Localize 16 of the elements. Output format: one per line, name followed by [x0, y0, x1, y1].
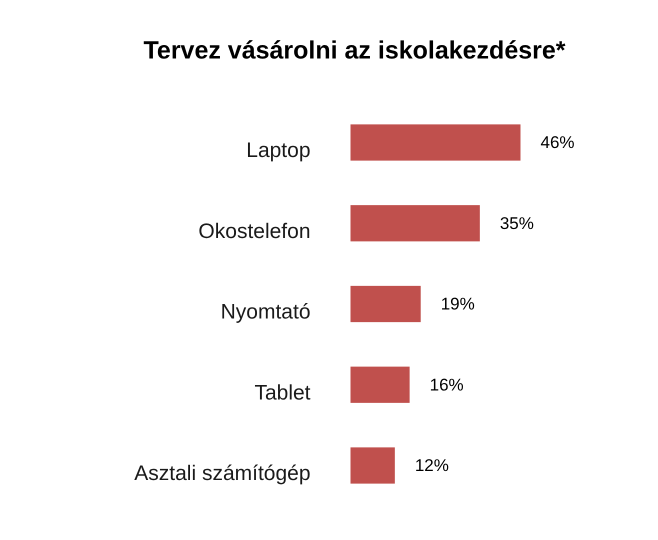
bar: [350, 205, 480, 242]
y-tick-label: Asztali számítógép: [134, 462, 311, 486]
bar: [350, 366, 410, 403]
data-label: 46%: [540, 133, 575, 152]
y-tick-label: Tablet: [254, 381, 311, 404]
y-tick-label: Okostelefon: [198, 220, 311, 243]
data-label: 35%: [500, 214, 534, 233]
y-tick-label: Laptop: [246, 139, 311, 162]
bar: [350, 447, 395, 484]
bar: [350, 286, 421, 322]
y-tick-label: Nyomtató: [220, 300, 311, 324]
data-label: 12%: [414, 456, 449, 475]
bar: [350, 124, 520, 161]
data-label: 16%: [430, 375, 464, 394]
data-label: 19%: [440, 294, 475, 314]
chart-title: Tervez vásárolni az iskolakezdésre*: [144, 36, 566, 64]
